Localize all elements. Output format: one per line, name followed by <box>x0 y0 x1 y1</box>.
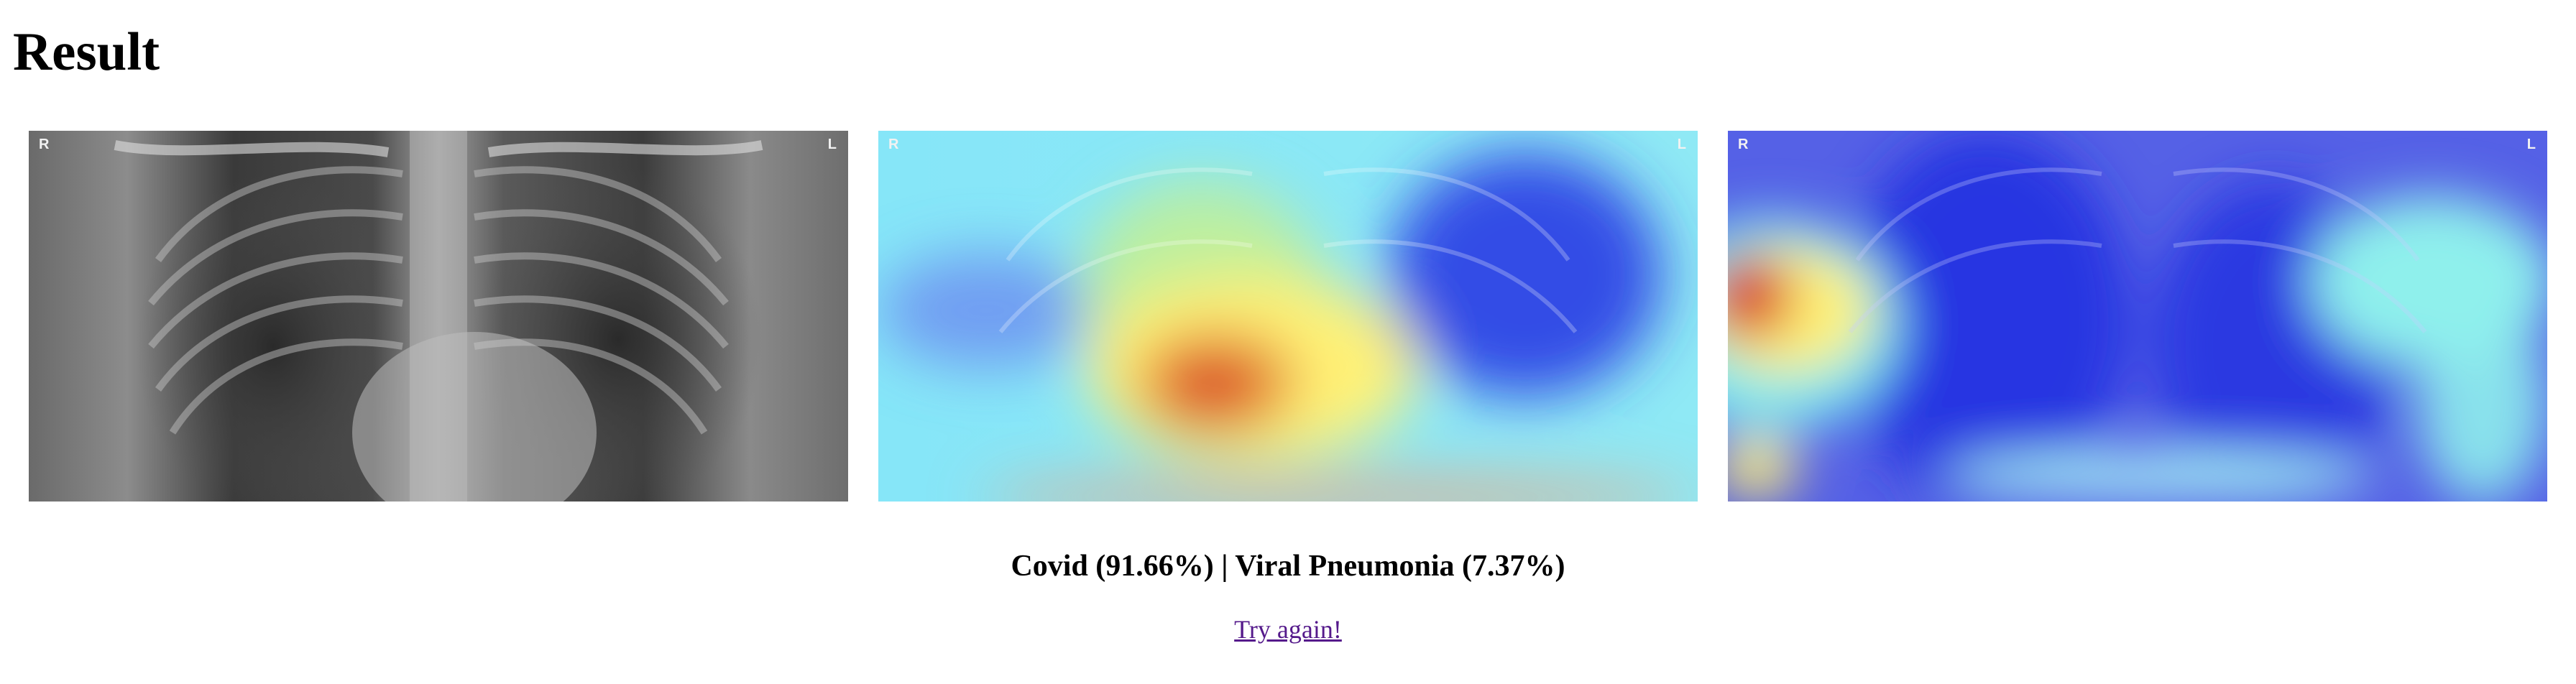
marker-left-side: L <box>827 137 837 152</box>
marker-right-side: R <box>1738 137 1749 152</box>
prediction-result: Covid (91.66%) | Viral Pneumonia (7.37%) <box>1011 550 1565 583</box>
image-row: R L <box>29 131 2547 502</box>
original-xray-image: R L <box>29 131 848 502</box>
heatmap-overlay-image-2: R L <box>1728 131 2547 502</box>
try-again-link[interactable]: Try again! <box>1234 615 1342 644</box>
heatmap-overlay-image-1: R L <box>878 131 1698 502</box>
marker-left-side: L <box>2526 137 2536 152</box>
marker-right-side: R <box>39 137 50 152</box>
marker-left-side: L <box>1677 137 1686 152</box>
try-again-container: Try again! <box>0 612 2576 647</box>
page-title: Result <box>13 22 160 82</box>
marker-right-side: R <box>888 137 899 152</box>
